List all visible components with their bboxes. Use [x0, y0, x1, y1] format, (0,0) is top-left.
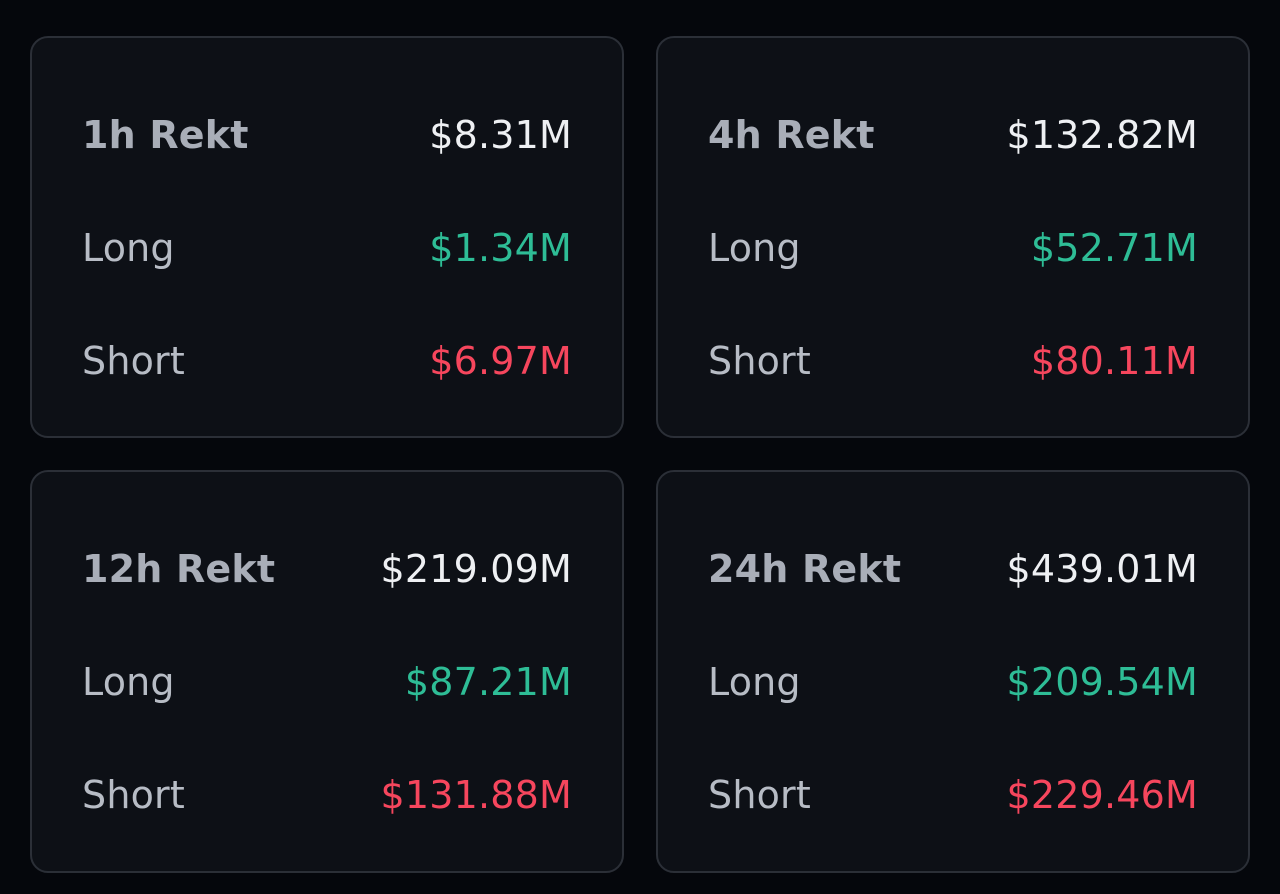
total-row: 24h Rekt $439.01M: [708, 539, 1198, 599]
long-value: $209.54M: [1006, 660, 1198, 704]
rekt-card-1h[interactable]: 1h Rekt $8.31M Long $1.34M Short $6.97M: [30, 36, 624, 438]
long-value: $52.71M: [1030, 226, 1198, 270]
rekt-card-24h[interactable]: 24h Rekt $439.01M Long $209.54M Short $2…: [656, 470, 1250, 873]
card-title: 24h Rekt: [708, 547, 902, 591]
short-label: Short: [708, 339, 811, 383]
long-value: $87.21M: [404, 660, 572, 704]
short-label: Short: [708, 773, 811, 817]
short-row: Short $6.97M: [82, 331, 572, 391]
long-label: Long: [708, 660, 801, 704]
short-value: $131.88M: [380, 773, 572, 817]
short-value: $80.11M: [1030, 339, 1198, 383]
long-row: Long $52.71M: [708, 218, 1198, 278]
total-value: $132.82M: [1006, 113, 1198, 157]
total-row: 12h Rekt $219.09M: [82, 539, 572, 599]
total-value: $439.01M: [1006, 547, 1198, 591]
short-row: Short $131.88M: [82, 765, 572, 825]
short-row: Short $80.11M: [708, 331, 1198, 391]
long-row: Long $1.34M: [82, 218, 572, 278]
short-value: $229.46M: [1006, 773, 1198, 817]
rekt-card-12h[interactable]: 12h Rekt $219.09M Long $87.21M Short $13…: [30, 470, 624, 873]
short-row: Short $229.46M: [708, 765, 1198, 825]
short-label: Short: [82, 339, 185, 383]
long-label: Long: [708, 226, 801, 270]
card-title: 12h Rekt: [82, 547, 276, 591]
total-row: 4h Rekt $132.82M: [708, 105, 1198, 165]
rekt-card-4h[interactable]: 4h Rekt $132.82M Long $52.71M Short $80.…: [656, 36, 1250, 438]
long-label: Long: [82, 226, 175, 270]
short-value: $6.97M: [429, 339, 572, 383]
long-row: Long $87.21M: [82, 652, 572, 712]
card-title: 4h Rekt: [708, 113, 875, 157]
long-label: Long: [82, 660, 175, 704]
card-title: 1h Rekt: [82, 113, 249, 157]
long-row: Long $209.54M: [708, 652, 1198, 712]
total-row: 1h Rekt $8.31M: [82, 105, 572, 165]
total-value: $219.09M: [380, 547, 572, 591]
long-value: $1.34M: [429, 226, 572, 270]
total-value: $8.31M: [429, 113, 572, 157]
short-label: Short: [82, 773, 185, 817]
